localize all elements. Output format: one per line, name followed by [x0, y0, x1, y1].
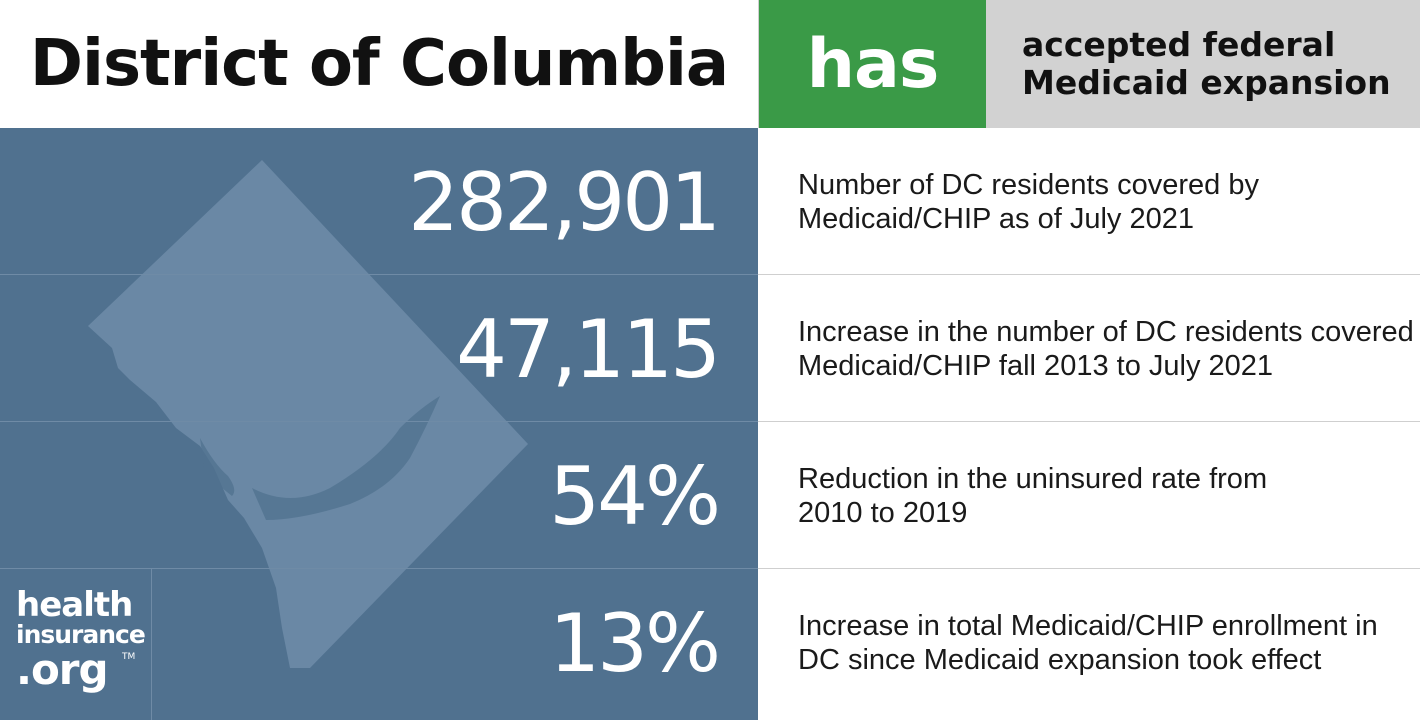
stat-value-residents-covered: 282,901 — [408, 155, 721, 249]
description-line-2: 2010 to 2019 — [798, 497, 968, 529]
stats-panel: 282,901 47,115 54% 13% health insurance … — [0, 128, 758, 720]
logo-line-1: health — [16, 585, 133, 625]
description-line-1: Reduction in the uninsured rate from — [798, 463, 1268, 495]
stat-description-residents-covered: Number of DC residents covered by Medicai… — [798, 128, 1420, 276]
trademark-symbol: TM — [122, 652, 136, 662]
stat-description-increase-residents: Increase in the number of DC residents c… — [798, 275, 1420, 423]
stat-value-increase-residents: 47,115 — [456, 302, 721, 396]
row-divider — [758, 274, 1420, 275]
expansion-status-description: accepted federal Medicaid expansion — [986, 0, 1420, 128]
stat-description-uninsured-reduction: Reduction in the uninsured rate from 2010… — [798, 422, 1420, 570]
descriptions-panel: Number of DC residents covered by Medicai… — [758, 128, 1420, 720]
expansion-status-badge: has — [759, 0, 986, 128]
row-divider — [758, 421, 1420, 422]
healthinsurance-logo: health insurance .org TM — [0, 568, 152, 720]
description-line-1: Number of DC residents covered by — [798, 169, 1259, 201]
description-line-2: Medicaid/CHIP as of July 2021 — [798, 203, 1195, 235]
row-divider — [0, 421, 758, 422]
dc-map-silhouette — [88, 160, 528, 668]
page-title: District of Columbia — [0, 0, 759, 128]
description-line-2: Medicaid/CHIP fall 2013 to July 2021 — [798, 350, 1274, 382]
row-divider — [0, 568, 758, 569]
logo-line-2: insurance — [16, 620, 146, 649]
description-line-1: accepted federal — [1022, 25, 1336, 64]
description-line-2: DC since Medicaid expansion took effect — [798, 644, 1322, 676]
row-divider — [758, 568, 1420, 569]
logo-line-3: .org — [16, 645, 109, 694]
description-line-2: Medicaid expansion — [1022, 63, 1391, 102]
description-line-1: Increase in the number of DC residents c… — [798, 316, 1414, 348]
description-line-1: Increase in total Medicaid/CHIP enrollme… — [798, 610, 1378, 642]
stat-value-uninsured-reduction: 54% — [549, 449, 721, 543]
row-divider — [0, 274, 758, 275]
stat-description-enrollment-increase: Increase in total Medicaid/CHIP enrollme… — [798, 569, 1420, 717]
stat-value-enrollment-increase: 13% — [549, 596, 721, 690]
